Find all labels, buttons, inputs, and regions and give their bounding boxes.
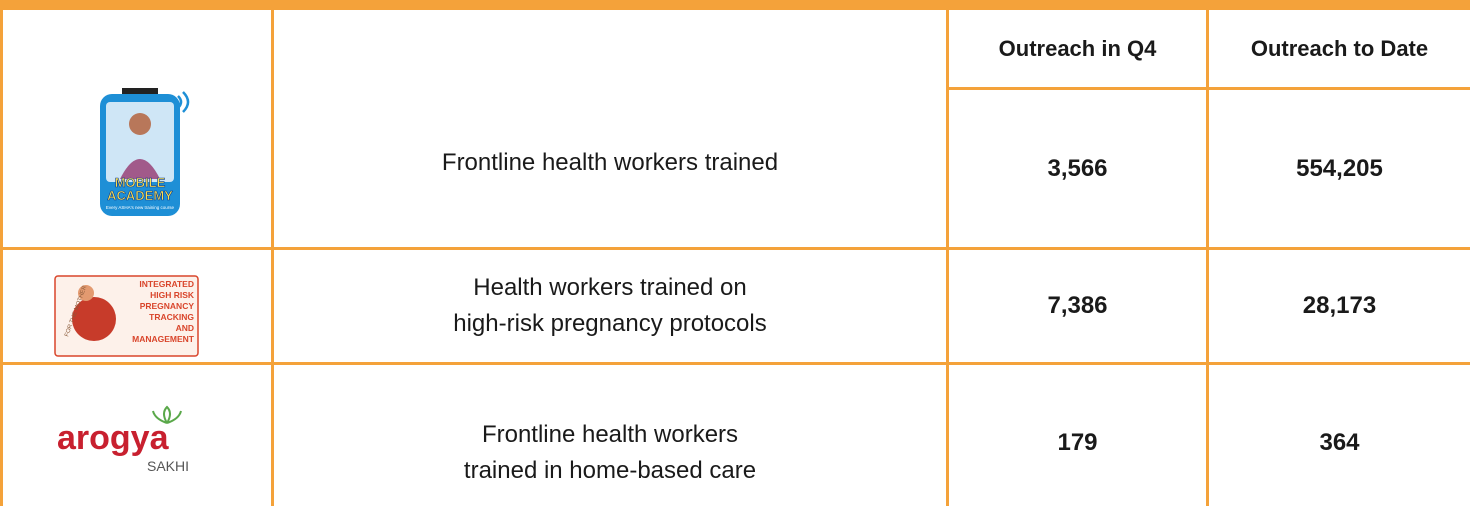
q4-value: 179 [1057,429,1098,456]
logo-text: HIGH RISK [150,290,195,300]
logo-text: arogya [57,419,170,457]
logo-shape [129,113,151,135]
logo-text: TRACKING [149,312,194,322]
q4-value: 7,386 [1047,292,1108,319]
header-cell: Outreach in Q4 [998,35,1157,61]
to-date-value: 554,205 [1296,154,1383,182]
label-line: Frontline health workers trained [441,148,779,176]
logo-shape [78,285,94,301]
column-line [271,0,274,506]
logo-tagline: Every ASHA's new training course [106,205,175,210]
logo-text: AND [176,323,194,333]
logo-text: MANAGEMENT [132,334,195,344]
column-line [946,0,949,506]
column-line [1206,0,1209,506]
top-border [0,0,1470,10]
logo-shape [122,88,158,94]
logo-text: PREGNANCY [140,301,195,311]
row-line [0,247,1470,250]
logo-shape [72,297,116,341]
label-line: Health workers trained on [473,274,747,301]
logo-shape [152,405,182,424]
logo-text: INTEGRATED [139,279,194,289]
row-line [0,362,1470,365]
logo-shape [106,102,174,182]
logo-tagline: SAKHI [147,458,189,474]
label-line: high-risk pregnancy protocols [453,310,767,337]
left-border [0,0,3,506]
logo-text-group: INTEGRATED HIGH RISK PREGNANCY TRACKING … [132,279,195,344]
row-label: Health workers trained on high-risk preg… [274,250,946,362]
logo-shape [120,159,160,179]
logo-shape [177,91,190,113]
hrp-logo: FOR THE MOTHER INTEGRATED HIGH RISK PREG… [54,275,199,357]
logo-text: MOBILE [115,175,166,190]
header-cell: Outreach to Date [1250,35,1429,61]
logo-text: ACADEMY [107,188,173,203]
row-label: Frontline health workers trained in home… [274,383,946,506]
to-date-value: 28,173 [1302,292,1377,319]
row-line [946,87,1470,90]
mobile-academy-logo: MOBILE ACADEMY Every ASHA's new training… [100,88,190,216]
q4-value: 3,566 [1047,154,1108,182]
row-label: Frontline health workers trained [274,90,946,235]
arogya-logo: arogya SAKHI [57,405,189,474]
label-line: Frontline health workers [481,421,739,448]
to-date-value: 364 [1319,429,1360,456]
label-line: trained in home-based care [463,457,757,484]
